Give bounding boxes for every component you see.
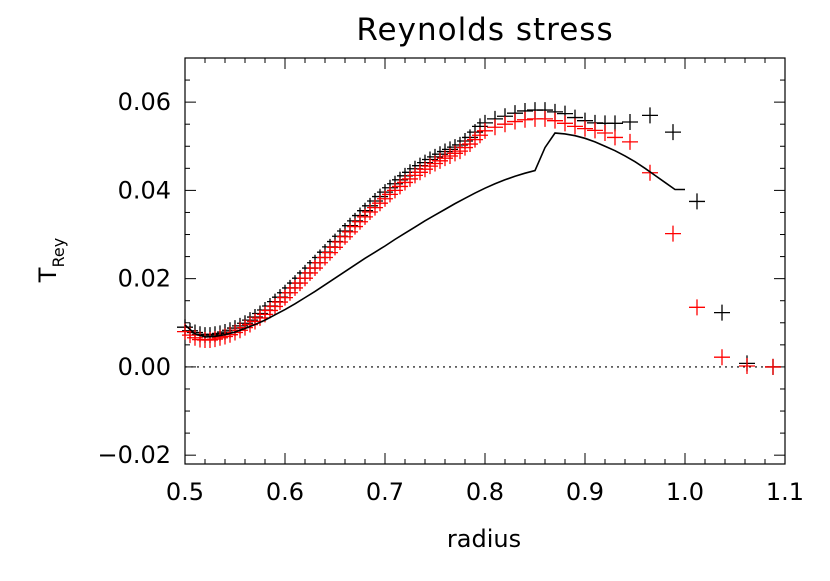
series-1-points [177, 110, 781, 375]
data-point [607, 129, 623, 146]
y-axis-label-sub: Rey [49, 238, 68, 268]
x-tick-label: 0.9 [566, 478, 604, 506]
x-tick-label: 1.1 [766, 478, 804, 506]
y-tick-label: 0.00 [118, 353, 171, 381]
x-tick-label: 1.0 [666, 478, 704, 506]
data-point [689, 299, 705, 316]
x-tick-label: 0.7 [366, 478, 404, 506]
x-tick-label: 0.5 [166, 478, 204, 506]
data-point [597, 125, 613, 142]
axes: 0.5 0.6 0.7 0.8 0.9 1.0 1.1 −0.02 0.00 0.02 0.04 0.… [97, 57, 804, 506]
x-tick-label: 0.6 [266, 478, 304, 506]
x-tick-label: 0.8 [466, 478, 504, 506]
data-point [487, 119, 503, 136]
data-point [507, 113, 523, 130]
data-point [587, 122, 603, 139]
data-point [607, 115, 623, 132]
data-point [577, 120, 593, 137]
svg-text:TRey: TRey [34, 238, 68, 283]
data-point [557, 115, 573, 132]
data-point [497, 116, 513, 133]
data-point [477, 122, 493, 139]
data-point [547, 112, 563, 129]
data-point [567, 118, 583, 135]
data-point [739, 358, 755, 375]
y-tick-label: 0.04 [118, 176, 171, 204]
series-0-points [177, 102, 781, 375]
data-point [642, 107, 658, 124]
data-point [622, 133, 638, 150]
series-line [184, 132, 685, 338]
plot-area [177, 102, 785, 375]
x-axis-label: radius [447, 525, 521, 553]
y-axis-label-main: T [34, 267, 62, 283]
data-point [665, 124, 681, 141]
y-axis-label: TRey [34, 238, 68, 283]
y-tick-label: −0.02 [97, 441, 171, 469]
chart-title: Reynolds stress [356, 12, 613, 48]
data-point [714, 304, 730, 321]
data-point [765, 358, 781, 375]
data-point [714, 349, 730, 366]
data-point [689, 193, 705, 210]
data-point [665, 225, 681, 242]
y-tick-label: 0.06 [118, 88, 171, 116]
y-tick-label: 0.02 [118, 265, 171, 293]
data-point [537, 110, 553, 127]
data-point [622, 113, 638, 130]
data-point [517, 111, 533, 128]
